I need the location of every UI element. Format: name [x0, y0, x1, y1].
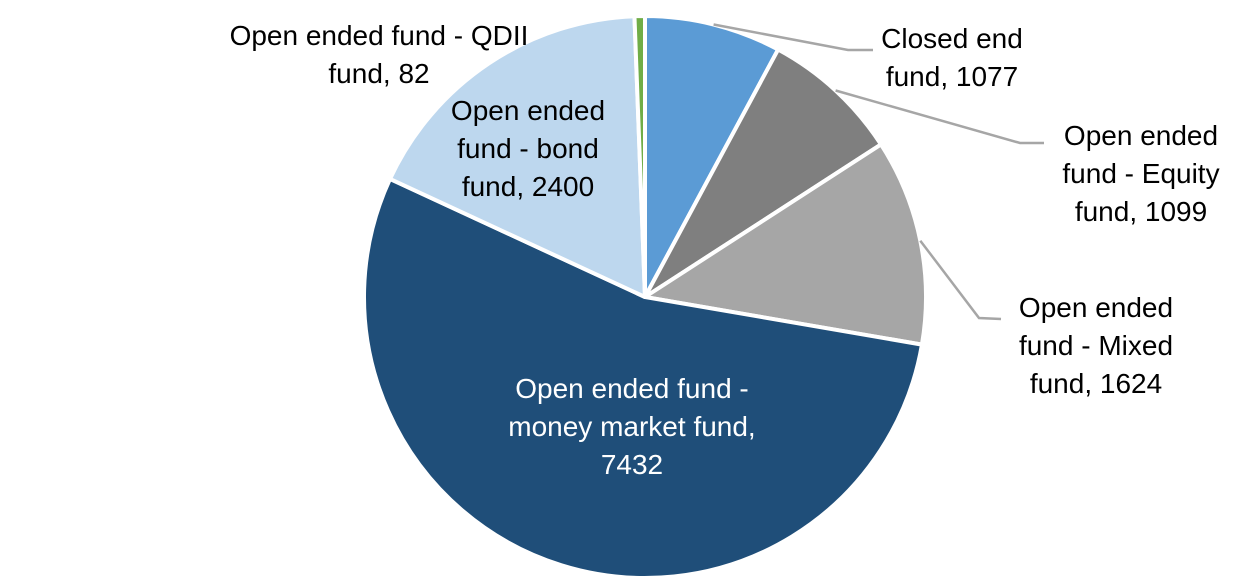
- pie-slice-open-ended-fund-money-market-fund: [362, 176, 924, 580]
- data-label-line: money market fund,: [508, 411, 756, 442]
- pie-slice-open-ended-fund-bond-fund: [388, 14, 647, 299]
- data-label-line: Open ended fund - QDII: [229, 20, 529, 51]
- pie-slice-open-ended-fund-equity-fund: [643, 47, 883, 299]
- data-label-line: fund, 1624: [1029, 368, 1163, 399]
- pie-slice-open-ended-fund-mixed-fund: [643, 142, 928, 347]
- data-label-line: Open ended: [1063, 120, 1219, 151]
- data-label-line: Open ended: [1018, 292, 1174, 323]
- data-label-line: fund - bond: [457, 133, 599, 164]
- leader-line-open-ended-fund-equity-fund: [835, 89, 1044, 145]
- data-label-line: Open ended fund -: [515, 373, 749, 404]
- data-label-mixed-fund: Open ended fund - Mixed fund, 1624: [996, 289, 1196, 403]
- data-label-line: fund, 1099: [1074, 196, 1208, 227]
- data-label-qdii-fund: Open ended fund - QDII fund, 82: [219, 17, 539, 93]
- data-label-closed-end-fund: Closed end fund, 1077: [852, 20, 1052, 96]
- data-label-line: 7432: [600, 449, 664, 480]
- data-label-line: fund - Equity: [1062, 158, 1220, 189]
- leader-line-open-ended-fund-mixed-fund: [919, 239, 1002, 321]
- data-label-line: fund, 1077: [885, 61, 1019, 92]
- data-label-equity-fund: Open ended fund - Equity fund, 1099: [1041, 117, 1241, 231]
- data-label-bond-fund: Open ended fund - bond fund, 2400: [428, 92, 628, 206]
- pie-slice-open-ended-fund-qdii-fund: [632, 14, 647, 299]
- data-label-money-market-fund: Open ended fund - money market fund, 743…: [482, 370, 782, 484]
- data-label-line: fund, 82: [328, 58, 430, 89]
- data-label-line: Closed end: [881, 23, 1023, 54]
- leader-line-closed-end-fund: [713, 23, 873, 52]
- data-label-line: Open ended: [450, 95, 606, 126]
- data-label-line: fund, 2400: [461, 171, 595, 202]
- data-label-line: fund - Mixed: [1018, 330, 1174, 361]
